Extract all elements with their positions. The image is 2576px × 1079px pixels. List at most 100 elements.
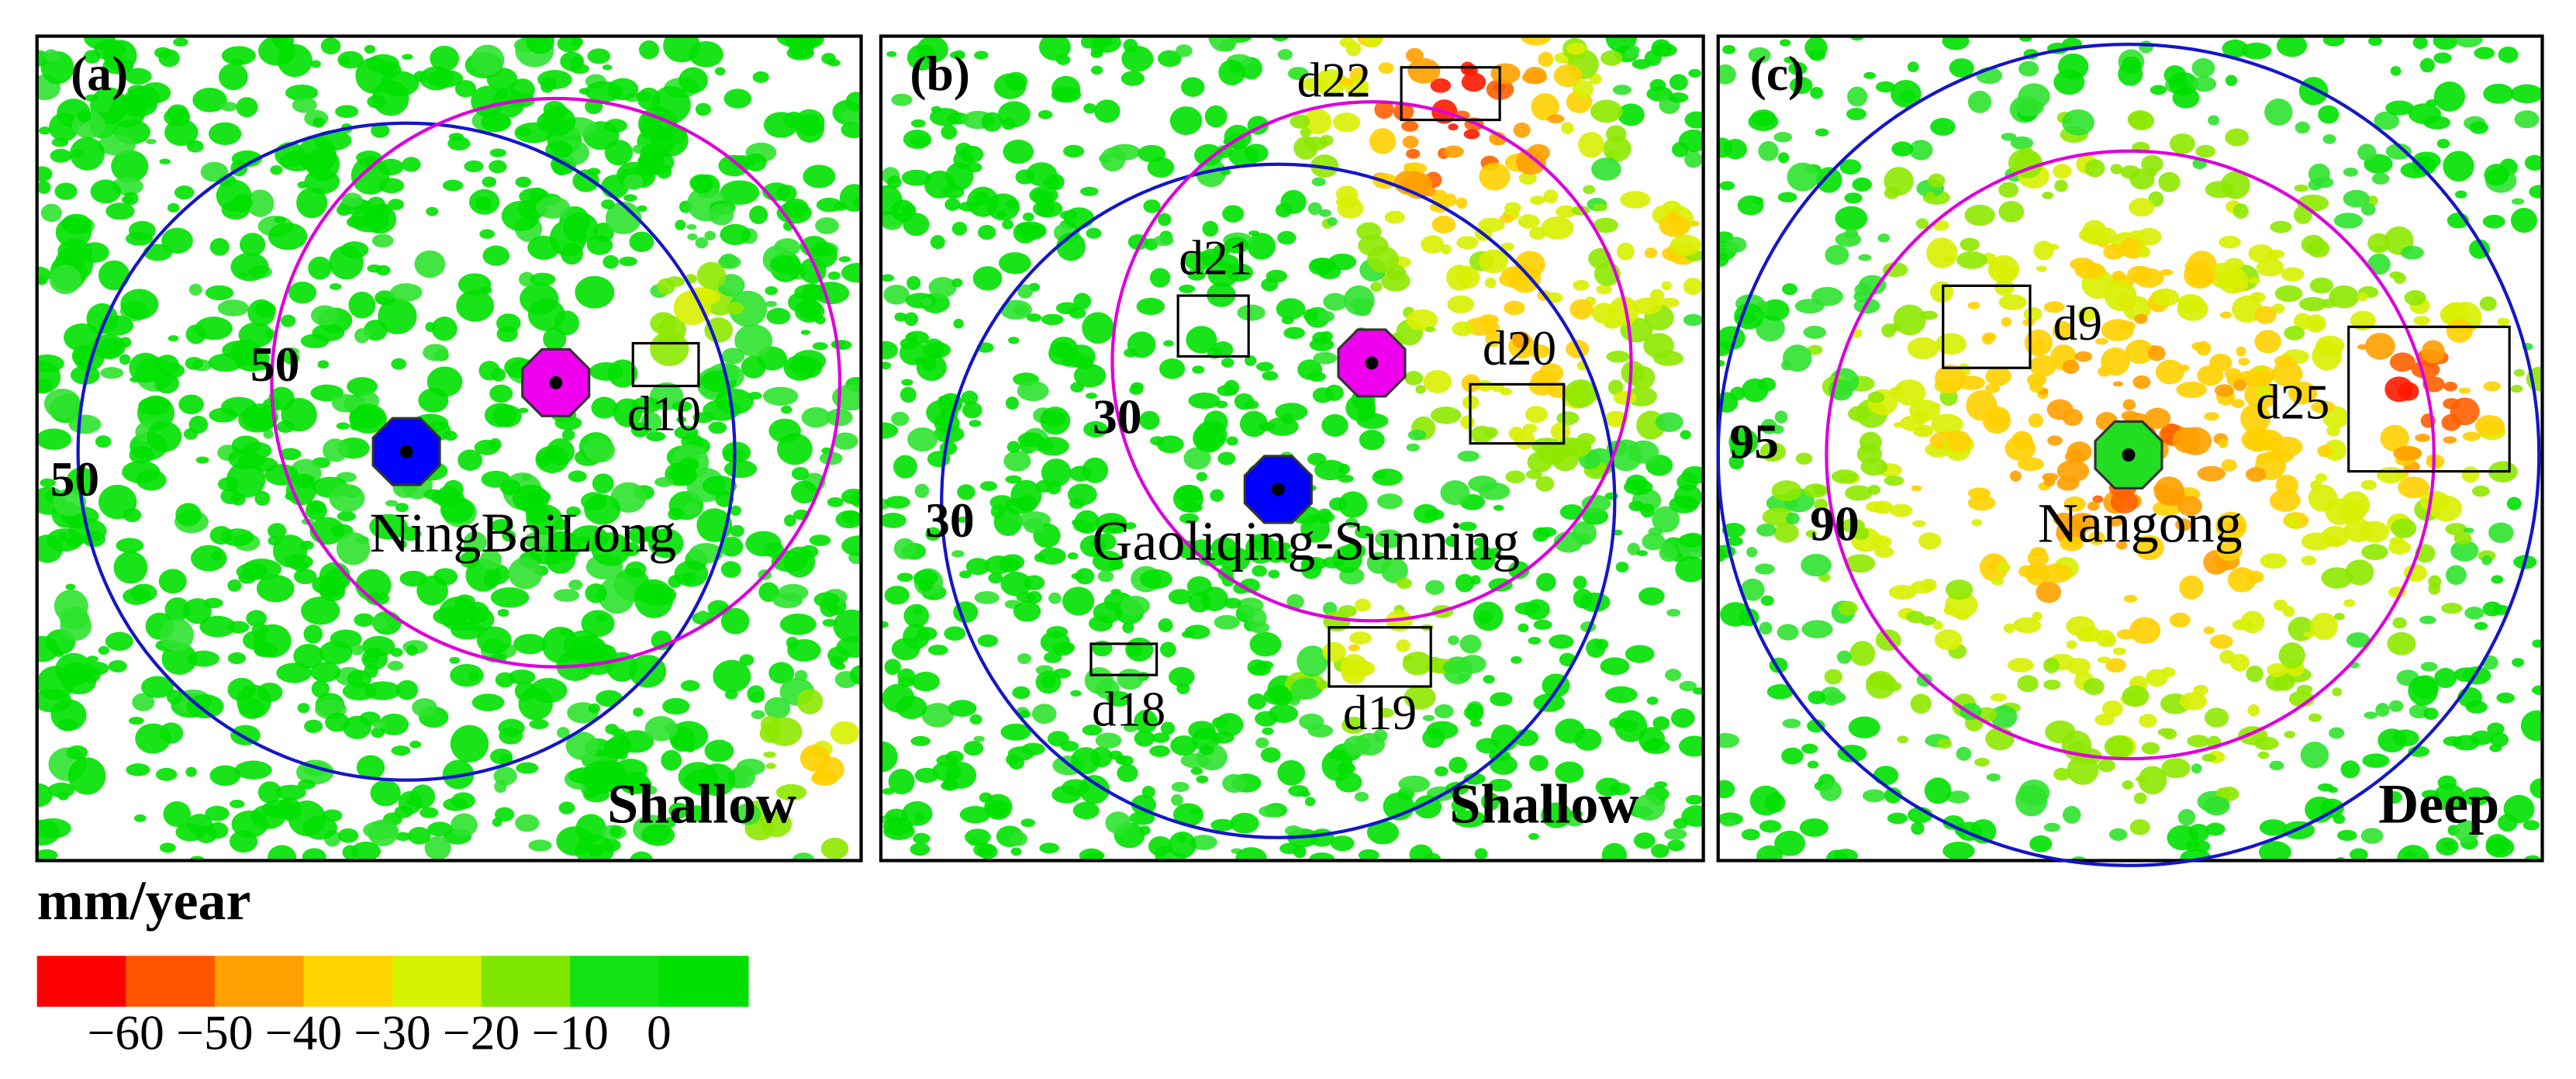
speckle (2360, 203, 2376, 216)
speckle (305, 501, 327, 520)
speckle (226, 462, 266, 498)
speckle (254, 490, 271, 507)
speckle (1287, 67, 1309, 81)
contour-label: 50 (50, 451, 100, 507)
speckle (2188, 268, 2216, 286)
speckle (977, 635, 999, 648)
speckle (1386, 265, 1407, 281)
speckle (1443, 193, 1457, 206)
speckle (815, 217, 839, 234)
speckle (2240, 403, 2271, 434)
speckle (792, 852, 815, 861)
speckle (2276, 36, 2308, 57)
speckle (2496, 692, 2516, 704)
speckle (220, 102, 238, 112)
speckle (2103, 634, 2117, 647)
speckle (1328, 752, 1339, 759)
speckle (2462, 431, 2481, 441)
speckle (2293, 206, 2312, 224)
speckle (1010, 847, 1022, 856)
speckle (406, 645, 418, 656)
speckle (1907, 61, 1919, 73)
speckle (1643, 333, 1674, 358)
speckle (116, 538, 144, 553)
speckle (1918, 424, 1934, 437)
speckle (676, 416, 686, 424)
speckle (2046, 399, 2074, 420)
speckle (1594, 638, 1609, 650)
speckle (686, 805, 707, 821)
speckle (1314, 69, 1347, 96)
speckle (2070, 258, 2094, 271)
speckle (849, 665, 862, 685)
speckle (2030, 547, 2047, 557)
speckle (1124, 723, 1138, 732)
speckle (1721, 523, 1746, 538)
panel-frame (879, 34, 1705, 863)
speckle (2214, 384, 2234, 397)
speckle (2298, 77, 2329, 105)
speckle (1685, 794, 1704, 805)
speckle (2294, 184, 2309, 192)
speckle (931, 761, 962, 782)
speckle (2105, 658, 2126, 673)
speckle (2445, 523, 2467, 535)
speckle (945, 750, 964, 763)
speckle (1566, 816, 1583, 827)
speckle (164, 107, 191, 126)
speckle (301, 597, 340, 625)
speckle (325, 712, 350, 732)
speckle (246, 189, 275, 217)
speckle (838, 256, 851, 263)
speckle (2017, 457, 2044, 472)
speckle (1131, 794, 1156, 815)
speckle (1040, 441, 1055, 451)
speckle (911, 671, 940, 692)
speckle (1905, 610, 1925, 624)
speckle (969, 714, 982, 725)
speckle (84, 661, 109, 676)
speckle (1858, 254, 1872, 261)
speckle (431, 316, 458, 341)
speckle (2210, 634, 2233, 649)
colorbar-tick-label: −20 (443, 1005, 520, 1060)
speckle (50, 699, 87, 731)
speckle (1402, 135, 1419, 149)
speckle (1781, 360, 1792, 371)
speckle (1749, 785, 1782, 816)
speckle (924, 170, 955, 199)
speckle (1440, 480, 1470, 506)
speckle (147, 420, 182, 452)
speckle (979, 481, 997, 491)
speckle (1756, 315, 1785, 342)
speckle (512, 484, 550, 513)
colorbar-tick-label: −60 (88, 1005, 164, 1060)
speckle (97, 134, 136, 156)
speckle (891, 411, 910, 427)
speckle (780, 405, 792, 414)
speckle (886, 175, 902, 188)
speckle (2003, 623, 2015, 634)
speckle (1907, 337, 1939, 360)
speckle (1051, 86, 1082, 103)
speckle (927, 645, 948, 655)
contour-label: 50 (250, 337, 300, 392)
speckle (719, 253, 738, 268)
speckle (433, 607, 469, 626)
speckle (811, 243, 837, 268)
speckle (371, 123, 390, 138)
speckle (154, 47, 171, 59)
speckle (1752, 196, 1763, 205)
speckle (625, 561, 647, 578)
speckle (1479, 249, 1508, 274)
speckle (2250, 292, 2266, 303)
colorbar-tick-label: −10 (532, 1005, 609, 1060)
speckle (1615, 562, 1629, 572)
speckle (562, 212, 599, 244)
speckle (2033, 240, 2054, 261)
speckle (2412, 36, 2428, 50)
speckle (650, 312, 677, 335)
speckle (2415, 434, 2430, 442)
speckle (2020, 147, 2033, 154)
